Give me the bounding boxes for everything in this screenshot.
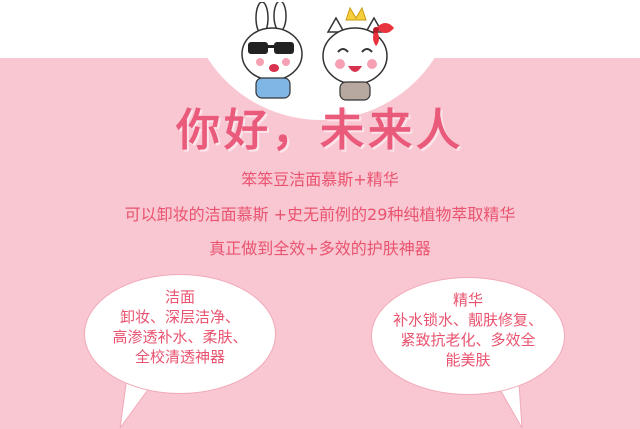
- cleanser-line-2: 高渗透补水、柔肤、: [112, 328, 248, 346]
- cleanser-line-1: 卸妆、深层洁净、: [119, 308, 240, 326]
- intro-line-2: 可以卸妆的洁面慕斯 +史无前例的29种纯植物萃取精华: [124, 205, 516, 224]
- essence-line-1: 补水锁水、靓肤修复、: [392, 311, 543, 329]
- essence-line-3: 能美肤: [445, 351, 491, 369]
- cleanser-bubble: 洁面 卸妆、深层洁净、 高渗透补水、柔肤、 全校清透神器: [85, 275, 275, 393]
- essence-line-2: 紧致抗老化、多效全: [400, 331, 536, 349]
- essence-bubble: 精华 补水锁水、靓肤修复、 紧致抗老化、多效全 能美肤: [372, 278, 564, 394]
- intro-line-1: 笨笨豆洁面慕斯+精华: [241, 170, 399, 189]
- cleanser-line-3: 全校清透神器: [134, 348, 225, 366]
- cleanser-title: 洁面: [164, 288, 195, 306]
- cat-mascot-icon: [322, 6, 394, 101]
- mascot-illustration: [241, 2, 394, 101]
- bunny-mascot-icon: [241, 2, 303, 99]
- essence-title: 精华: [452, 291, 483, 309]
- intro-line-3: 真正做到全效+多效的护肤神器: [209, 239, 431, 258]
- page-title: 你好，未来人: [176, 105, 464, 156]
